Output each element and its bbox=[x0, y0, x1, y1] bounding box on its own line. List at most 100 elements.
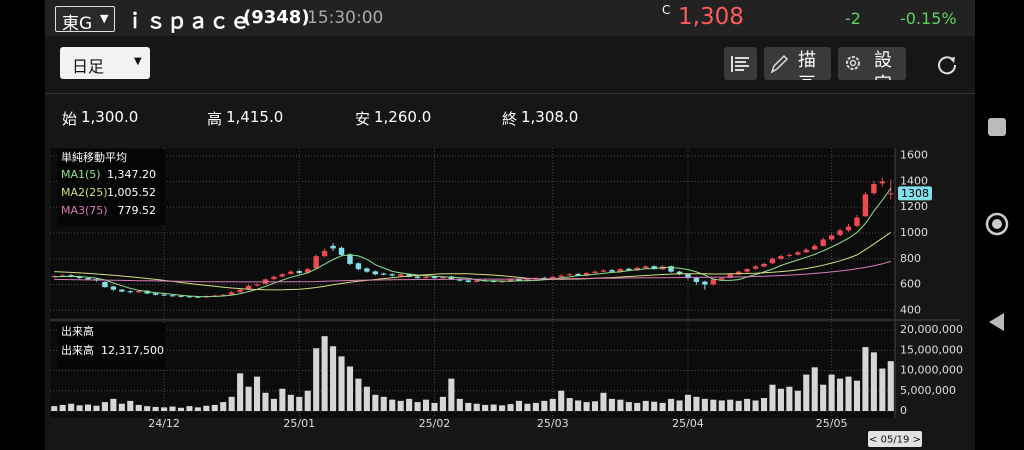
volume-bar bbox=[524, 403, 531, 411]
candle-body bbox=[457, 279, 463, 281]
candle-body bbox=[161, 294, 167, 296]
x-tick-label: 25/02 bbox=[419, 417, 451, 430]
candle-body bbox=[812, 245, 818, 250]
stock-name: ｉｓｐａｃｅ bbox=[125, 9, 251, 33]
candle-body bbox=[634, 267, 640, 271]
volume-bar bbox=[608, 398, 615, 411]
price-panel bbox=[50, 148, 895, 318]
volume-bar bbox=[507, 404, 514, 411]
separator bbox=[45, 93, 975, 94]
draw-button[interactable]: 描画 bbox=[764, 47, 831, 80]
nav-home[interactable] bbox=[985, 212, 1009, 236]
legend-title: 単純移動平均 bbox=[61, 150, 127, 164]
cursor-label: < 05/19 > bbox=[869, 435, 921, 446]
volume-bar bbox=[279, 388, 286, 411]
legend-value: 12,317,500 bbox=[101, 344, 164, 357]
legend-name: MA1(5) bbox=[61, 168, 101, 181]
volume-bar bbox=[591, 401, 599, 411]
stock-code: (9348) bbox=[243, 7, 310, 28]
candle-body bbox=[676, 271, 683, 275]
candle-body bbox=[245, 285, 252, 290]
y-tick-label: 20,000,000 bbox=[900, 323, 963, 336]
volume-bar bbox=[515, 400, 523, 411]
ohlc-label: 安 bbox=[355, 110, 371, 128]
x-tick-label: 24/12 bbox=[148, 417, 180, 430]
candle-body bbox=[440, 276, 446, 279]
volume-bar bbox=[118, 403, 125, 411]
volume-bar bbox=[84, 404, 92, 411]
candle-body bbox=[566, 274, 573, 276]
refresh-button[interactable] bbox=[935, 52, 959, 76]
volume-bar bbox=[465, 402, 472, 411]
volume-bar bbox=[794, 390, 801, 411]
indicator-button[interactable] bbox=[724, 47, 757, 80]
period: 日足 bbox=[72, 57, 105, 76]
volume-bar bbox=[363, 386, 370, 411]
settings-button[interactable]: 設定 bbox=[838, 47, 906, 80]
ma-line bbox=[54, 260, 891, 283]
volume-bar bbox=[803, 374, 810, 411]
legend-value: 779.52 bbox=[118, 204, 157, 217]
market-select[interactable]: 東G ▼ bbox=[55, 6, 115, 34]
volume-bar bbox=[228, 396, 235, 411]
volume-bar bbox=[668, 398, 675, 411]
candle-body bbox=[389, 274, 395, 276]
candle-body bbox=[735, 271, 742, 275]
candle-body bbox=[702, 281, 708, 285]
candle-body bbox=[271, 276, 277, 280]
candle-body bbox=[592, 271, 598, 273]
volume-bar bbox=[845, 376, 852, 411]
volume-bar bbox=[499, 405, 506, 411]
candle-body bbox=[499, 281, 505, 283]
candle-body bbox=[474, 280, 480, 282]
candle-body bbox=[516, 279, 522, 281]
volume-bar bbox=[414, 402, 421, 411]
candle-body bbox=[397, 274, 404, 276]
candle-body bbox=[186, 296, 193, 298]
candle-body bbox=[465, 280, 471, 282]
volume-bar bbox=[422, 399, 430, 411]
candle-body bbox=[685, 274, 691, 279]
candle-body bbox=[617, 269, 624, 272]
price-marker: 1308 bbox=[901, 187, 929, 200]
y-tick-label: 1000 bbox=[900, 226, 928, 239]
volume-bar bbox=[397, 400, 404, 411]
volume-bar bbox=[744, 398, 751, 411]
candle-body bbox=[507, 279, 514, 282]
volume-bar bbox=[541, 400, 548, 411]
candle-body bbox=[693, 277, 700, 282]
candle-body bbox=[355, 263, 362, 270]
volume-bar bbox=[777, 388, 784, 411]
candle-body bbox=[524, 279, 531, 281]
legend-value: 1,005.52 bbox=[107, 186, 156, 199]
candle-body bbox=[228, 292, 235, 295]
gear-icon bbox=[846, 56, 860, 70]
ohlc-label: 高 bbox=[207, 110, 223, 128]
period-select[interactable]: 日足 ▼ bbox=[60, 47, 150, 79]
candle-body bbox=[195, 296, 201, 298]
ohlc-value: 1,300.0 bbox=[81, 108, 139, 126]
nav-back[interactable] bbox=[989, 313, 1004, 331]
candle-body bbox=[136, 290, 142, 293]
volume-bar bbox=[237, 373, 244, 411]
volume-bar bbox=[566, 398, 573, 411]
y-tick-label: 400 bbox=[900, 303, 921, 316]
volume-bar bbox=[473, 403, 480, 411]
dropdown-arrow: ▼ bbox=[134, 56, 142, 67]
candle-body bbox=[769, 258, 776, 264]
volume-bar bbox=[760, 398, 768, 411]
candle-body bbox=[448, 276, 455, 280]
candle-body bbox=[837, 230, 843, 235]
nav-recents[interactable] bbox=[988, 118, 1006, 136]
volume-bar bbox=[406, 398, 413, 411]
volume-bar bbox=[549, 398, 556, 411]
y-tick-label: 1200 bbox=[900, 200, 928, 213]
settings-label: 設定 bbox=[874, 50, 892, 80]
candle-body bbox=[558, 275, 564, 277]
candle-body bbox=[110, 286, 117, 290]
candle-body bbox=[127, 291, 133, 293]
candle-body bbox=[59, 275, 66, 277]
volume-bar bbox=[718, 400, 725, 411]
candle-body bbox=[85, 278, 91, 280]
